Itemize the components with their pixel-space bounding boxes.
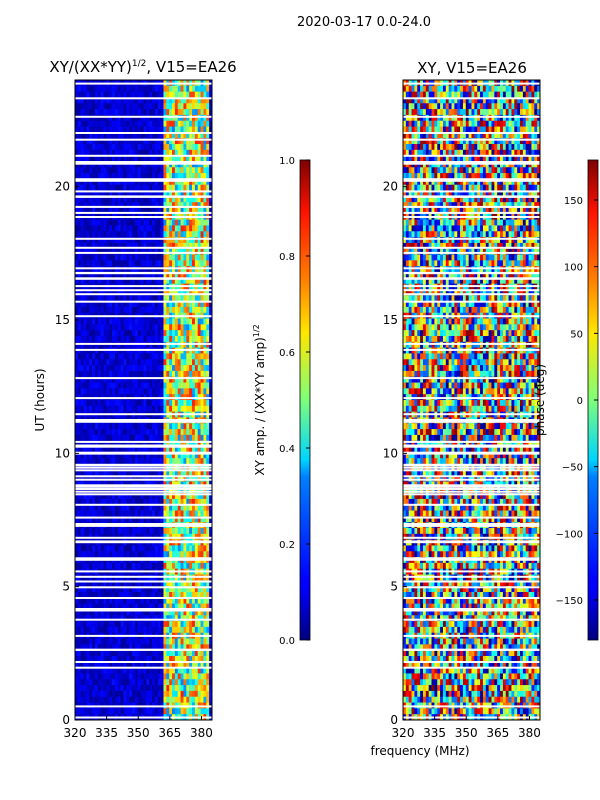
amplitude-colorbar-label: XY amp. / (XX*YY amp)1/2 bbox=[252, 324, 267, 475]
amplitude-heatmap bbox=[75, 80, 213, 721]
colorbar-tick-label: −150 bbox=[556, 596, 583, 607]
x-tick-label: 335 bbox=[95, 726, 118, 740]
y-tick-label: 10 bbox=[383, 446, 398, 460]
x-tick-label: 335 bbox=[423, 726, 446, 740]
phase-y-axis: 0 5 10 15 20 bbox=[383, 180, 407, 727]
x-tick-label: 380 bbox=[518, 726, 541, 740]
amplitude-x-axis: 320 335 350 365 380 bbox=[64, 716, 213, 740]
colorbar-tick-label: 100 bbox=[564, 263, 583, 274]
phase-panel-title: XY, V15=EA26 bbox=[417, 59, 527, 77]
y-tick-label: 20 bbox=[383, 180, 398, 194]
colorbar-tick-label: 0.2 bbox=[279, 540, 295, 551]
phase-plot-frame bbox=[402, 79, 541, 721]
phase-colorbar-label: phase (deg) bbox=[533, 364, 547, 436]
y-tick-label: 5 bbox=[62, 580, 70, 594]
colorbar-tick-label: −100 bbox=[556, 529, 583, 540]
y-tick-label: 20 bbox=[55, 180, 70, 194]
y-tick-label: 0 bbox=[390, 713, 398, 727]
x-tick-label: 365 bbox=[158, 726, 181, 740]
colorbar-tick-label: 0.0 bbox=[279, 636, 295, 647]
amplitude-plot-frame bbox=[74, 79, 213, 721]
phase-colorbar: 150 100 50 0 −50 −100 −150 bbox=[556, 159, 599, 641]
phase-x-axis: 320 335 350 365 380 bbox=[392, 716, 541, 740]
figure-x-label: frequency (MHz) bbox=[370, 744, 469, 758]
y-tick-label: 15 bbox=[383, 313, 398, 327]
y-tick-label: 0 bbox=[62, 713, 70, 727]
amplitude-y-axis: 0 5 10 15 20 bbox=[55, 180, 79, 727]
colorbar-tick-label: 1.0 bbox=[279, 156, 295, 167]
x-tick-label: 350 bbox=[127, 726, 150, 740]
y-tick-label: 5 bbox=[390, 580, 398, 594]
amplitude-y-label: UT (hours) bbox=[33, 368, 47, 431]
colorbar-tick-label: −50 bbox=[562, 463, 583, 474]
figure-suptitle: 2020-03-17 0.0-24.0 bbox=[297, 15, 431, 30]
colorbar-tick-label: 0.6 bbox=[279, 348, 295, 359]
colorbar-tick-label: 50 bbox=[570, 329, 583, 340]
x-tick-label: 380 bbox=[190, 726, 213, 740]
y-tick-label: 10 bbox=[55, 446, 70, 460]
phase-panel: XY, V15=EA26 320 335 350 365 380 0 5 10 15 20 ph… bbox=[383, 59, 547, 740]
colorbar-tick-label: 0.8 bbox=[279, 252, 295, 263]
colorbar-tick-label: 0.4 bbox=[279, 444, 295, 455]
x-tick-label: 365 bbox=[486, 726, 509, 740]
x-tick-label: 350 bbox=[455, 726, 478, 740]
colorbar-tick-label: 150 bbox=[564, 196, 583, 207]
phase-colorbar-ticks: 150 100 50 0 −50 −100 −150 bbox=[556, 196, 598, 607]
x-tick-label: 320 bbox=[64, 726, 87, 740]
amplitude-colorbar-ticks: 0.0 0.2 0.4 0.6 0.8 1.0 bbox=[279, 156, 310, 647]
amplitude-panel: XY/(XX*YY)1/2, V15=EA26 320 335 350 365 380 … bbox=[33, 58, 237, 740]
amplitude-colorbar-gradient bbox=[299, 159, 311, 641]
amplitude-panel-title: XY/(XX*YY)1/2, V15=EA26 bbox=[49, 58, 236, 76]
phase-heatmap bbox=[403, 80, 541, 721]
y-tick-label: 15 bbox=[55, 313, 70, 327]
colorbar-tick-label: 0 bbox=[577, 396, 583, 407]
amplitude-colorbar: 0.0 0.2 0.4 0.6 0.8 1.0 XY amp. / (XX*YY amp)… bbox=[252, 156, 311, 647]
x-tick-label: 320 bbox=[392, 726, 415, 740]
